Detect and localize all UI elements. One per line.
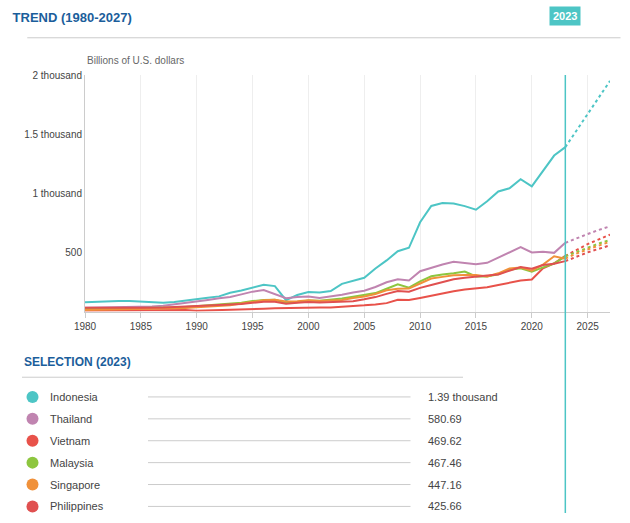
svg-text:500: 500: [65, 247, 82, 258]
svg-text:Thailand: Thailand: [50, 413, 92, 425]
svg-text:2000: 2000: [297, 321, 320, 332]
svg-text:2020: 2020: [521, 321, 544, 332]
svg-text:469.62: 469.62: [428, 435, 462, 447]
svg-text:2005: 2005: [353, 321, 376, 332]
svg-text:1985: 1985: [130, 321, 153, 332]
svg-text:Malaysia: Malaysia: [50, 457, 94, 469]
svg-text:1995: 1995: [241, 321, 264, 332]
svg-text:1.39 thousand: 1.39 thousand: [428, 391, 498, 403]
svg-text:Billions of U.S. dollars: Billions of U.S. dollars: [87, 55, 184, 66]
svg-text:467.46: 467.46: [428, 457, 462, 469]
svg-text:425.66: 425.66: [428, 500, 462, 512]
svg-text:1.5 thousand: 1.5 thousand: [24, 129, 82, 140]
svg-text:1990: 1990: [186, 321, 209, 332]
svg-text:TREND (1980-2027): TREND (1980-2027): [13, 10, 132, 25]
svg-text:2015: 2015: [465, 321, 488, 332]
svg-text:Philippines: Philippines: [50, 500, 104, 512]
svg-text:2010: 2010: [409, 321, 432, 332]
svg-text:SELECTION (2023): SELECTION (2023): [24, 355, 131, 369]
svg-text:580.69: 580.69: [428, 413, 462, 425]
svg-text:447.16: 447.16: [428, 479, 462, 491]
svg-text:2025: 2025: [577, 321, 600, 332]
svg-text:Indonesia: Indonesia: [50, 391, 99, 403]
svg-text:Vietnam: Vietnam: [50, 435, 90, 447]
svg-text:2 thousand: 2 thousand: [33, 70, 83, 81]
svg-text:1 thousand: 1 thousand: [33, 188, 83, 199]
svg-text:2023: 2023: [553, 10, 577, 22]
svg-text:Singapore: Singapore: [50, 479, 100, 491]
svg-text:1980: 1980: [74, 321, 97, 332]
